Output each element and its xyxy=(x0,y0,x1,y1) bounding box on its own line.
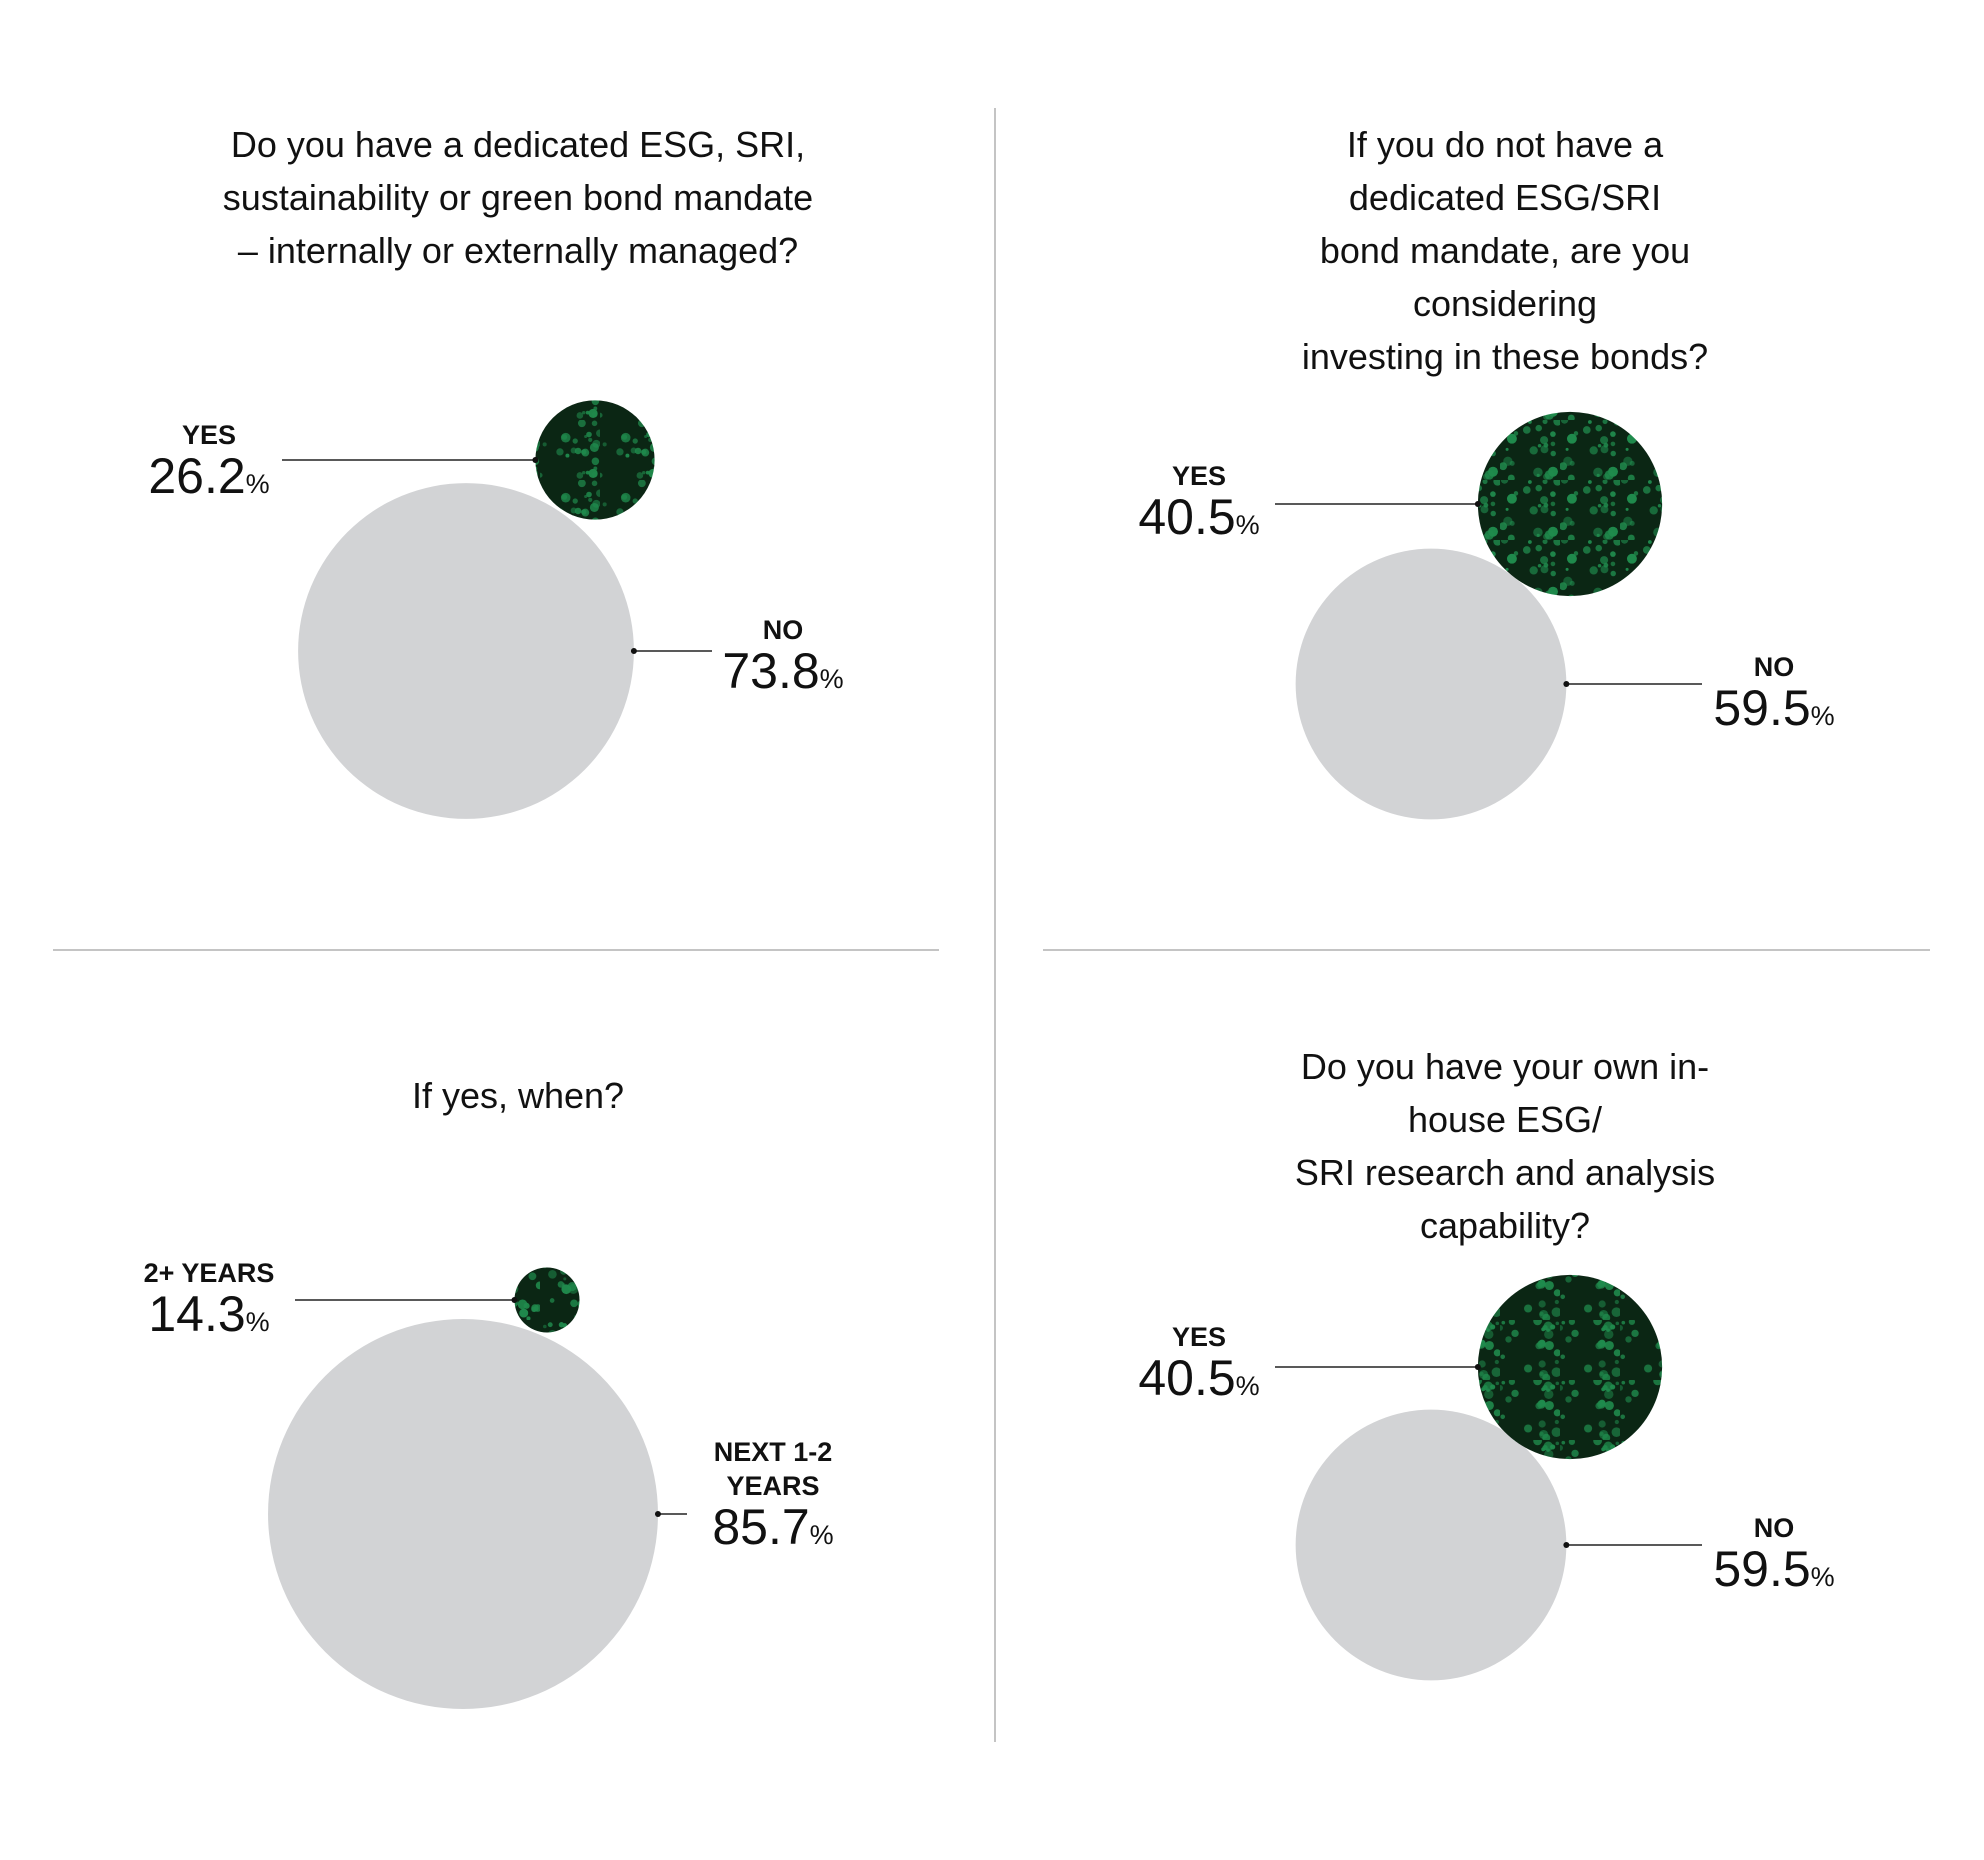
category-label: NEXT 1-2 YEARS xyxy=(713,1437,833,1501)
leader-dot xyxy=(511,1297,518,1303)
leader-dot xyxy=(654,1511,661,1517)
bubble xyxy=(268,1319,658,1709)
value-label: 59.5% xyxy=(1713,1541,1835,1597)
leader-dot xyxy=(1474,1364,1481,1370)
leader-dot xyxy=(1563,1542,1570,1548)
leader-dot xyxy=(1474,501,1481,507)
category-label: NO xyxy=(1753,1513,1795,1543)
category-label: 2+ YEARS xyxy=(143,1258,275,1288)
value-label: 14.3% xyxy=(148,1286,270,1342)
leader-dot xyxy=(630,648,637,654)
chart-title: If you do not have a dedicated ESG/SRI b… xyxy=(1301,124,1709,377)
bubble xyxy=(1477,411,1663,597)
chart-title: If yes, when? xyxy=(411,1075,625,1116)
value-label: 26.2% xyxy=(148,448,270,504)
value-label: 40.5% xyxy=(1138,489,1260,545)
bubble xyxy=(298,483,634,819)
bubble xyxy=(1295,1409,1567,1681)
value-label: 85.7% xyxy=(712,1499,834,1555)
value-label: 73.8% xyxy=(722,643,844,699)
chart-title: Do you have your own in-house ESG/ SRI r… xyxy=(1294,1046,1716,1246)
bubble xyxy=(535,400,655,520)
category-label: YES xyxy=(181,420,237,450)
category-label: YES xyxy=(1171,1322,1227,1352)
category-label: YES xyxy=(1171,461,1227,491)
bubble xyxy=(1295,548,1567,820)
leader-dot xyxy=(1563,681,1570,687)
category-label: NO xyxy=(1753,652,1795,682)
value-label: 40.5% xyxy=(1138,1350,1260,1406)
bubble xyxy=(514,1267,580,1333)
category-label: NO xyxy=(762,615,804,645)
leader-dot xyxy=(532,457,539,463)
chart-title: Do you have a dedicated ESG, SRI, sustai… xyxy=(222,124,814,271)
value-label: 59.5% xyxy=(1713,680,1835,736)
bubble xyxy=(1477,1274,1663,1460)
